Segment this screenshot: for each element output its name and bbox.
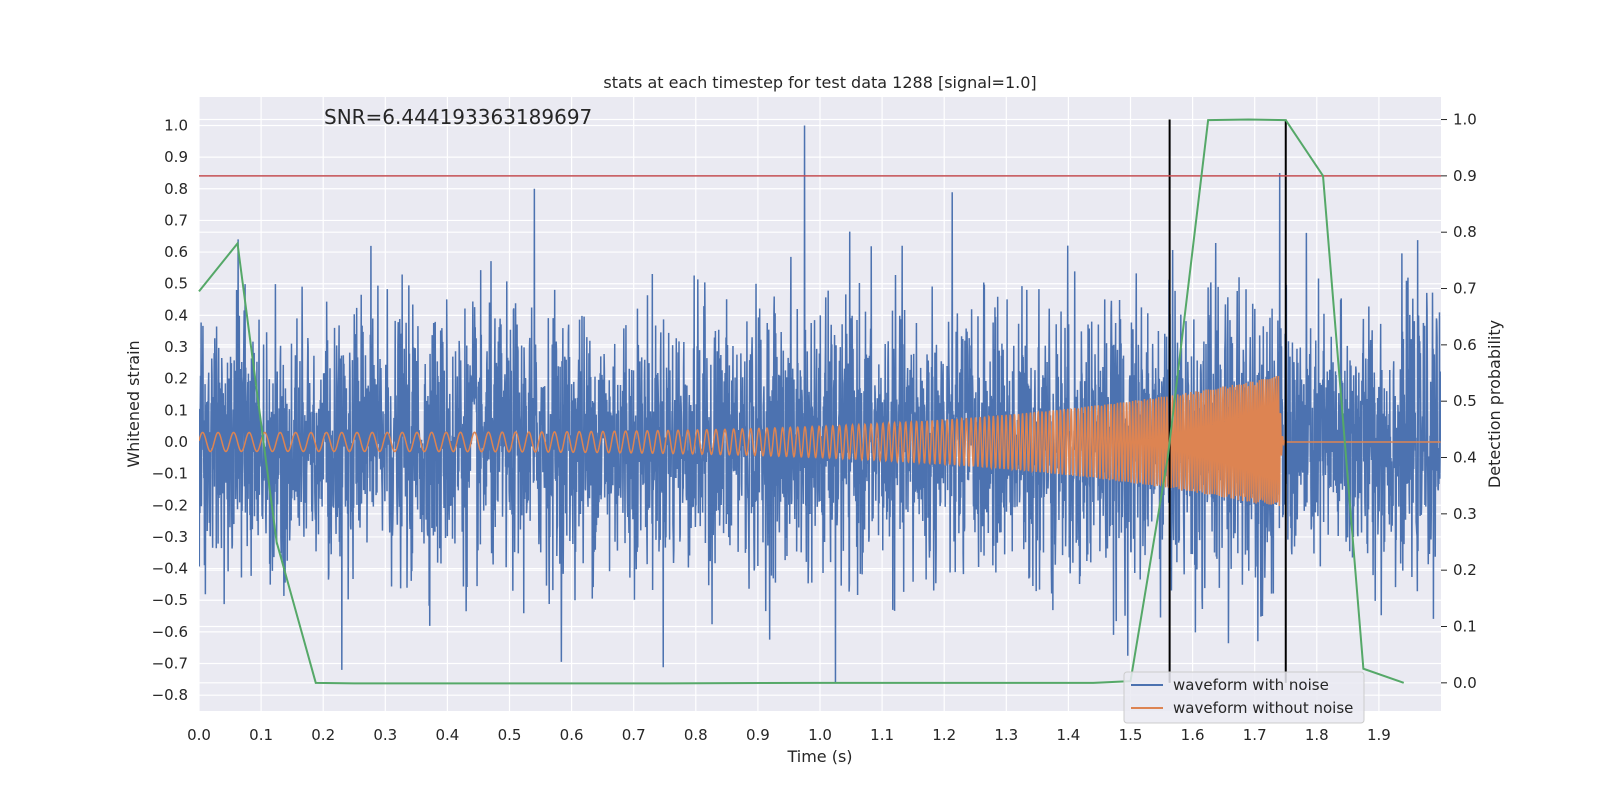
x-tick-label: 0.4 [435, 726, 459, 744]
x-tick-label: 0.7 [622, 726, 646, 744]
y-tick-label: −0.5 [152, 591, 188, 609]
x-axis-title: Time (s) [786, 747, 852, 766]
y-tick-label: 0.7 [164, 211, 188, 229]
y-tick-label: 1.0 [164, 116, 188, 134]
y2-tick-label: 1.0 [1453, 111, 1477, 129]
y-tick-label: 0.3 [164, 338, 188, 356]
x-tick-label: 0.9 [746, 726, 770, 744]
x-tick-label: 0.6 [560, 726, 584, 744]
x-tick-label: 1.3 [994, 726, 1018, 744]
x-tick-label: 0.2 [311, 726, 335, 744]
y-axis-ticks: 1.0 0.9 0.8 0.7 0.6 0.5 0.4 0.3 0.2 0.1 0.0 −0.1 −0.… [152, 116, 188, 704]
y-tick-label: −0.1 [152, 465, 188, 483]
x-tick-label: 1.0 [808, 726, 832, 744]
chart-title: stats at each timestep for test data 128… [603, 73, 1036, 92]
x-tick-label: 1.1 [870, 726, 894, 744]
legend: waveform with noise waveform without noi… [1123, 671, 1365, 724]
x-tick-label: 1.8 [1305, 726, 1329, 744]
y-tick-label: −0.7 [152, 655, 188, 673]
y-tick-label: 0.4 [164, 306, 188, 324]
x-axis-ticks: 0.0 0.1 0.2 0.3 0.4 0.5 0.6 0.7 0.8 0.9 1.0 1.1 1.2 1… [187, 726, 1391, 744]
y2-tick-label: 0.7 [1453, 280, 1477, 298]
detection-probability-line [198, 118, 1405, 685]
y2-tick-label: 0.3 [1453, 505, 1477, 523]
y2-axis-title: Detection probability [1485, 320, 1504, 488]
y-tick-label: −0.6 [152, 623, 188, 641]
y2-tick-label: 0.4 [1453, 449, 1477, 467]
y-tick-label: −0.4 [152, 560, 188, 578]
waveform-with-noise-line [199, 125, 1441, 683]
series-detection-probability [198, 118, 1405, 685]
series-waveform-with-noise [199, 125, 1441, 683]
legend-label-noise: waveform with noise [1173, 676, 1329, 694]
x-tick-label: 1.2 [932, 726, 956, 744]
x-tick-label: 0.3 [373, 726, 397, 744]
y-tick-label: 0.6 [164, 243, 188, 261]
y2-tick-label: 0.2 [1453, 561, 1477, 579]
vertical-markers [1168, 119, 1287, 683]
x-tick-label: 1.4 [1056, 726, 1080, 744]
series-waveform-without-noise [199, 376, 1441, 506]
y2-tick-label: 0.8 [1453, 223, 1477, 241]
y2-tick-label: 0.0 [1453, 674, 1477, 692]
y2-axis-ticks: 1.0 0.9 0.8 0.7 0.6 0.5 0.4 0.3 0.2 0.1 0.0 [1441, 111, 1477, 692]
y-tick-label: 0.5 [164, 275, 188, 293]
x-tick-label: 1.7 [1243, 726, 1267, 744]
legend-box [1123, 671, 1365, 724]
y-tick-label: −0.8 [152, 686, 188, 704]
y-tick-label: 0.2 [164, 370, 188, 388]
y-tick-label: 0.0 [164, 433, 188, 451]
y2-tick-label: 0.6 [1453, 336, 1477, 354]
y-tick-label: 0.8 [164, 180, 188, 198]
y2-tick-label: 0.1 [1453, 618, 1477, 636]
y2-tick-label: 0.9 [1453, 167, 1477, 185]
legend-label-clean: waveform without noise [1173, 699, 1353, 717]
waveform-without-noise-line [199, 376, 1441, 506]
y-tick-label: −0.2 [152, 496, 188, 514]
x-tick-label: 0.0 [187, 726, 211, 744]
x-tick-label: 0.8 [684, 726, 708, 744]
snr-annotation: SNR=6.444193363189697 [324, 105, 592, 129]
x-tick-label: 1.9 [1367, 726, 1391, 744]
y2-tick-label: 0.5 [1453, 392, 1477, 410]
y-tick-label: 0.1 [164, 401, 188, 419]
x-tick-label: 1.6 [1181, 726, 1205, 744]
x-tick-label: 0.1 [249, 726, 273, 744]
y-axis-title: Whitened strain [124, 340, 143, 467]
y-tick-label: 0.9 [164, 148, 188, 166]
y-tick-label: −0.3 [152, 528, 188, 546]
x-tick-label: 1.5 [1119, 726, 1143, 744]
x-tick-label: 0.5 [498, 726, 522, 744]
